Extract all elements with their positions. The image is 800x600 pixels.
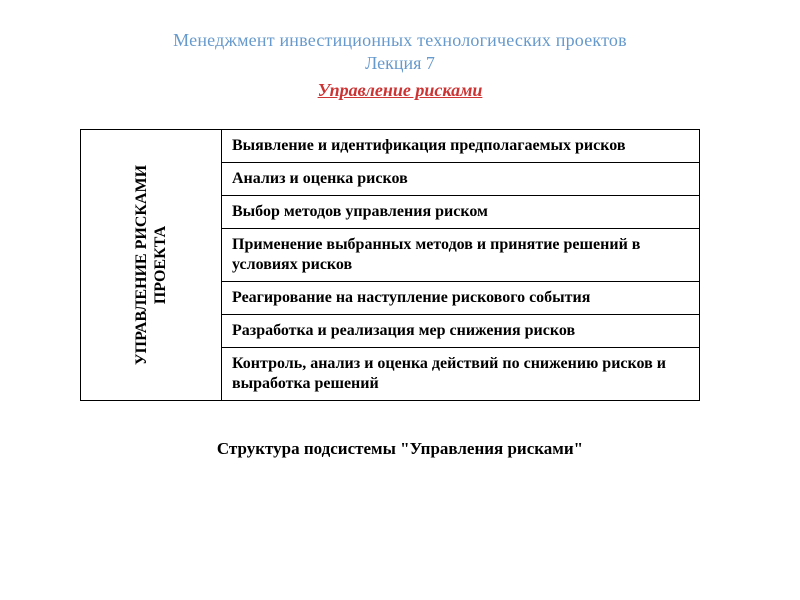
slide: Менеджмент инвестиционных технологически… (0, 0, 800, 600)
risk-row: Разработка и реализация мер снижения рис… (222, 315, 700, 348)
side-label-line2: ПРОЕКТА (152, 226, 169, 304)
header-line-1: Менеджмент инвестиционных технологически… (0, 30, 800, 51)
risk-table-side-cell: УПРАВЛЕНИЕ РИСКАМИ ПРОЕКТА (81, 130, 222, 401)
subtitle: Управление рисками (0, 80, 800, 101)
risk-row: Реагирование на наступление рискового со… (222, 282, 700, 315)
caption: Структура подсистемы "Управления рисками… (0, 439, 800, 459)
risk-row: Применение выбранных методов и принятие … (222, 229, 700, 282)
risk-table: УПРАВЛЕНИЕ РИСКАМИ ПРОЕКТА Выявление и и… (80, 129, 700, 401)
risk-row: Контроль, анализ и оценка действий по сн… (222, 348, 700, 401)
risk-table-container: УПРАВЛЕНИЕ РИСКАМИ ПРОЕКТА Выявление и и… (80, 129, 700, 401)
risk-row: Анализ и оценка рисков (222, 163, 700, 196)
risk-table-side-label: УПРАВЛЕНИЕ РИСКАМИ ПРОЕКТА (132, 165, 170, 365)
risk-row: Выявление и идентификация предполагаемых… (222, 130, 700, 163)
header-line-2: Лекция 7 (0, 53, 800, 74)
side-label-line1: УПРАВЛЕНИЕ РИСКАМИ (133, 165, 150, 365)
risk-row: Выбор методов управления риском (222, 196, 700, 229)
